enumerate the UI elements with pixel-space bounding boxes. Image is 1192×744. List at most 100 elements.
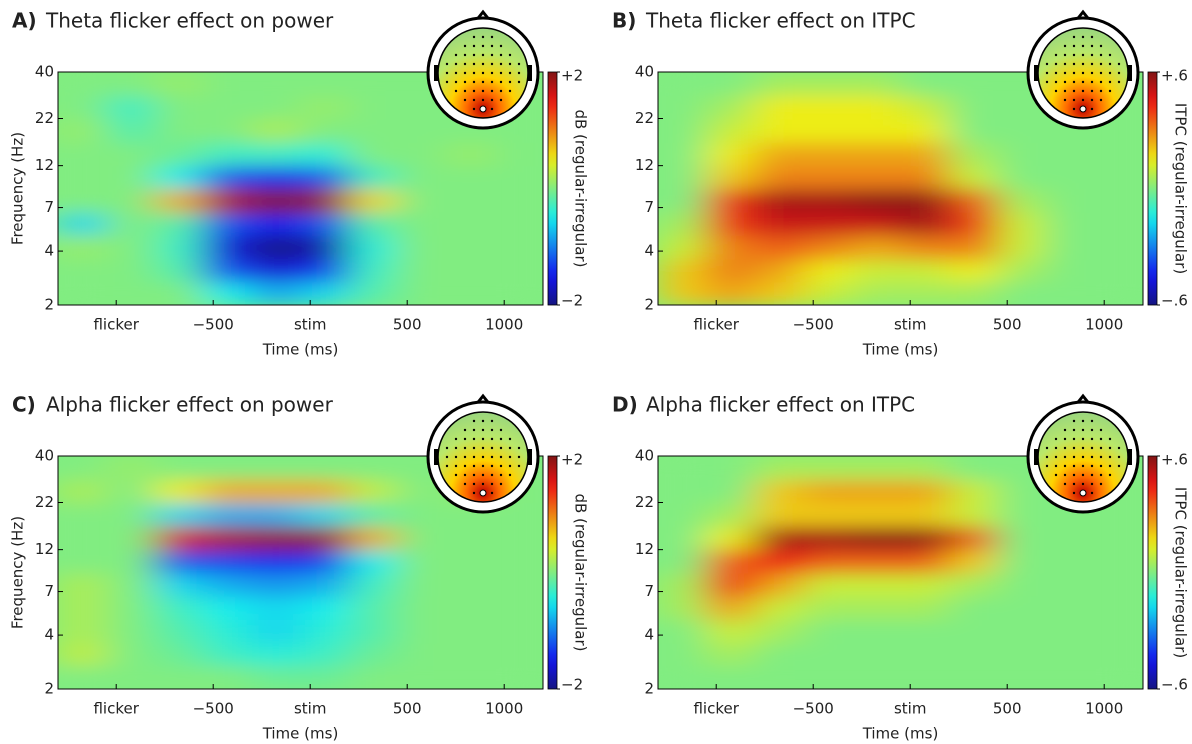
heatmap-cell	[658, 549, 707, 574]
topo-electrode	[490, 446, 494, 450]
heatmap-cell	[1094, 234, 1143, 260]
topo-electrode	[463, 44, 467, 48]
heatmap-cell	[851, 549, 901, 574]
heatmap-cell	[58, 456, 107, 480]
topo-electrode	[1090, 437, 1094, 441]
heatmap-cell	[1094, 618, 1143, 644]
colorbar-tick-label: −2	[561, 292, 583, 310]
heatmap-cell	[154, 618, 204, 644]
heatmap-cell	[106, 618, 156, 644]
heatmap-cell	[348, 642, 398, 667]
x-tick-label: −500	[793, 700, 834, 718]
heatmap-cell	[658, 211, 707, 236]
heatmap-cell	[754, 165, 804, 190]
heatmap-cell	[251, 118, 301, 143]
heatmap-cell	[154, 525, 204, 551]
heatmap-cell	[803, 456, 853, 480]
topo-electrode	[463, 89, 467, 93]
topo-electrode	[499, 455, 503, 459]
y-tick-label: 4	[644, 242, 654, 260]
y-axis-label: Frequency (Hz)	[9, 132, 27, 245]
y-tick-label: 40	[635, 447, 654, 465]
heatmap-cell	[900, 595, 950, 620]
topo-electrode	[481, 473, 485, 477]
heatmap-cell	[397, 211, 447, 236]
x-tick-label: 1000	[485, 700, 523, 718]
heatmap-cell	[251, 665, 301, 689]
heatmap-cell	[300, 642, 350, 667]
heatmap-cell	[706, 618, 756, 644]
topo-electrode	[517, 62, 521, 66]
heatmap-cell	[851, 72, 901, 96]
heatmap-cell	[58, 595, 107, 620]
heatmap-cell	[397, 595, 447, 620]
colorbar-tick-label: −.6	[1161, 292, 1188, 310]
topo-electrode	[1117, 62, 1121, 66]
heatmap-cell	[851, 165, 901, 190]
topo-electrode	[481, 62, 485, 66]
topo-electrode	[472, 482, 476, 486]
topo-electrode	[1081, 482, 1085, 486]
heatmap-cell	[900, 525, 950, 551]
heatmap-cell	[900, 642, 950, 667]
heatmap-cell	[154, 211, 204, 236]
topo-electrode	[481, 53, 485, 57]
heatmap-cell	[997, 595, 1047, 620]
heatmap-cell	[445, 188, 495, 213]
heatmap-cell	[706, 595, 756, 620]
topo-electrode	[1090, 464, 1094, 468]
heatmap-cell	[251, 234, 301, 260]
topo-electrode	[1090, 491, 1094, 495]
heatmap-cell	[997, 618, 1047, 644]
x-axis-label: Time (ms)	[862, 341, 939, 359]
topo-electrode	[472, 428, 476, 432]
heatmap-cell	[851, 525, 901, 551]
heatmap-cell	[900, 502, 950, 527]
heatmap-cell	[948, 618, 998, 644]
heatmap-cell	[1094, 281, 1143, 305]
topo-electrode	[454, 62, 458, 66]
heatmap-cell	[251, 618, 301, 644]
colorbar-tick-label: +2	[561, 451, 583, 469]
heatmap-cell	[1094, 141, 1143, 167]
topo-electrode	[1072, 35, 1076, 39]
heatmap-cell	[1045, 618, 1095, 644]
heatmap-cell	[58, 549, 107, 574]
x-tick-label: stim	[294, 700, 326, 718]
y-tick-label: 22	[35, 109, 54, 127]
heatmap-cell	[658, 72, 707, 96]
x-axis-label: Time (ms)	[262, 725, 339, 743]
heatmap-cell	[706, 281, 756, 305]
heatmap-cell	[300, 456, 350, 480]
topo-electrode	[490, 428, 494, 432]
heatmap-cell	[948, 502, 998, 527]
heatmap-cell	[706, 211, 756, 236]
heatmap-cell	[851, 665, 901, 689]
heatmap-cell	[658, 281, 707, 305]
heatmap-cell	[997, 549, 1047, 574]
topo-electrode	[1090, 44, 1094, 48]
heatmap-cell	[58, 165, 107, 190]
topo-electrode	[1081, 428, 1085, 432]
heatmap-cell	[658, 456, 707, 480]
heatmap-cell	[803, 165, 853, 190]
heatmap-cell	[106, 642, 156, 667]
topo-electrode	[1108, 89, 1112, 93]
topo-electrode	[445, 80, 449, 84]
colorbar-tick-label: +2	[561, 67, 583, 85]
heatmap-cell	[658, 642, 707, 667]
x-tick-label: flicker	[93, 316, 139, 334]
heatmap-cell	[948, 478, 998, 504]
heatmap-cell	[106, 165, 156, 190]
heatmap-cell	[754, 188, 804, 213]
heatmap-cell	[348, 572, 398, 597]
heatmap-cell	[1045, 165, 1095, 190]
heatmap-cell	[154, 141, 204, 167]
heatmap-cell	[997, 211, 1047, 236]
heatmap-cell	[706, 118, 756, 143]
topo-electrode	[1072, 491, 1076, 495]
topo-electrode	[1081, 53, 1085, 57]
topo-electrode	[445, 455, 449, 459]
topo-electrode	[1063, 428, 1067, 432]
x-tick-label: 500	[393, 316, 422, 334]
